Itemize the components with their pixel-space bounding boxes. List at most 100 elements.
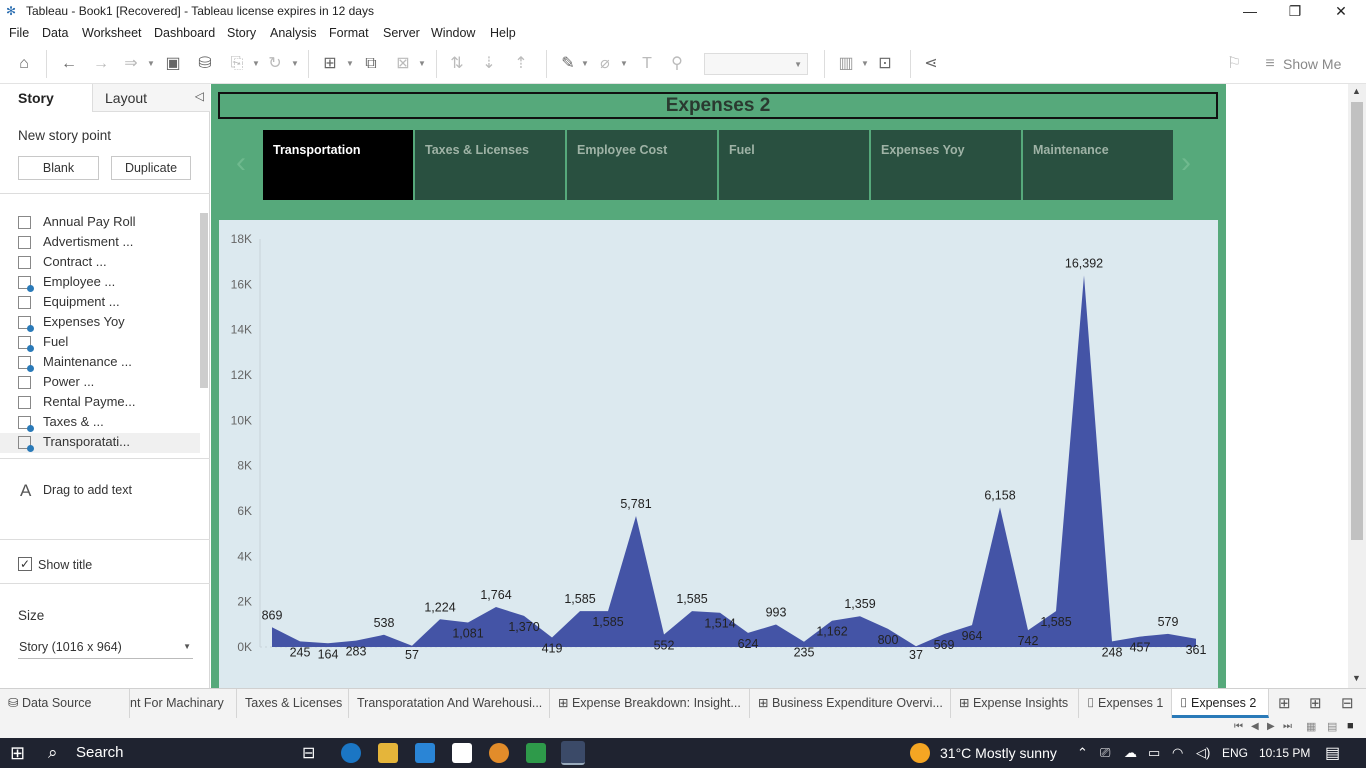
pin-icon[interactable]: ⚲ (671, 55, 683, 72)
chevron-down-icon[interactable]: ▼ (147, 59, 155, 68)
show-cards-icon[interactable]: ▥ (838, 55, 854, 72)
sheets-app-icon[interactable] (526, 743, 546, 763)
save-icon[interactable]: ▣ (165, 55, 181, 72)
tab-expenses-1[interactable]: ⌷ Expenses 1 (1079, 689, 1172, 718)
chevron-down-icon[interactable]: ▼ (861, 59, 869, 68)
duplicate-button[interactable]: Duplicate (111, 156, 191, 180)
undo-icon[interactable]: ← (61, 55, 77, 72)
sheet-item[interactable]: Power ... (18, 373, 198, 393)
home-icon[interactable]: ⌂ (19, 55, 29, 72)
fit-dropdown[interactable]: ▼ (704, 53, 808, 75)
tab-machinary[interactable]: nt For Machinary (130, 689, 237, 718)
show-me-button[interactable]: Show Me (1283, 56, 1342, 72)
onedrive-icon[interactable]: ☁ (1124, 745, 1137, 760)
task-view-icon[interactable]: ⊟ (302, 745, 316, 762)
notifications-icon[interactable]: ▤ (1325, 745, 1341, 762)
group-icon[interactable]: ⌀ (600, 55, 610, 72)
first-sheet-icon[interactable]: ⏮ (1234, 721, 1243, 732)
label-icon[interactable]: T (642, 55, 652, 72)
sheet-item[interactable]: Equipment ... (18, 293, 198, 313)
sheet-item[interactable]: Contract ... (18, 253, 198, 273)
sheet-item[interactable]: Fuel (18, 333, 198, 353)
sheet-item[interactable]: Expenses Yoy (18, 313, 198, 333)
store-icon[interactable] (415, 743, 435, 763)
drag-text-item[interactable]: Drag to add text (43, 483, 132, 497)
prev-sheet-icon[interactable]: ◀ (1251, 721, 1259, 732)
menu-window[interactable]: Window (431, 26, 476, 40)
new-worksheet-tab-icon[interactable]: ⊞ (1278, 695, 1291, 712)
tab-layout[interactable]: Layout ◁ (92, 84, 210, 112)
tableau-taskbar-icon[interactable] (561, 741, 585, 765)
chevron-down-icon[interactable]: ▼ (418, 59, 426, 68)
file-explorer-icon[interactable] (378, 743, 398, 763)
menu-data[interactable]: Data (42, 26, 69, 40)
tab-expenses-2[interactable]: ⌷ Expenses 2 (1172, 689, 1269, 718)
chevron-down-icon[interactable]: ▼ (581, 59, 589, 68)
scroll-up-icon[interactable]: ▲ (1352, 86, 1361, 96)
clock[interactable]: 10:15 PM (1259, 746, 1311, 760)
menu-analysis[interactable]: Analysis (270, 26, 317, 40)
tab-expense-breakdown[interactable]: ⊞ Expense Breakdown: Insight... (550, 689, 750, 718)
scrollbar-thumb[interactable] (1351, 102, 1363, 540)
sheet-item[interactable]: Advertisment ... (18, 233, 198, 253)
sheet-sorter-icon[interactable]: ▦ (1306, 721, 1317, 733)
tab-data-source[interactable]: ⛁ Data Source (0, 689, 130, 718)
tab-business-expenditure[interactable]: ⊞ Business Expenditure Overvi... (750, 689, 951, 718)
story-point-fuel[interactable]: Fuel (719, 130, 869, 200)
tab-transportation[interactable]: Transporatation And Warehousi... (349, 689, 550, 718)
story-point-maintenance[interactable]: Maintenance (1023, 130, 1173, 200)
sheet-item-selected[interactable]: Transporatati... (0, 433, 200, 453)
blank-button[interactable]: Blank (18, 156, 99, 180)
menu-worksheet[interactable]: Worksheet (82, 26, 142, 40)
show-me-icon[interactable]: ≡ (1265, 55, 1275, 72)
minimize-button[interactable]: — (1243, 3, 1257, 19)
meet-icon[interactable]: ⎚ (1100, 745, 1111, 760)
last-sheet-icon[interactable]: ⏭ (1283, 721, 1292, 732)
next-sheet-icon[interactable]: ▶ (1267, 721, 1275, 732)
sheet-item[interactable]: Employee ... (18, 273, 198, 293)
tabs-view-icon[interactable]: ■ (1347, 720, 1354, 732)
menu-server[interactable]: Server (383, 26, 420, 40)
tab-story[interactable]: Story (0, 84, 92, 112)
app-icon[interactable] (489, 743, 509, 763)
menu-story[interactable]: Story (227, 26, 257, 40)
presentation-mode-icon[interactable]: ⊡ (878, 55, 892, 72)
prev-story-point-arrow[interactable]: ‹ (236, 146, 246, 179)
sheet-item[interactable]: Taxes & ... (18, 413, 198, 433)
language-indicator[interactable]: ENG (1222, 746, 1249, 760)
close-button[interactable]: ✕ (1335, 3, 1347, 19)
tab-taxes-licenses[interactable]: Taxes & Licenses (237, 689, 349, 718)
sheet-item[interactable]: Rental Payme... (18, 393, 198, 413)
duplicate-sheet-icon[interactable]: ⧉ (365, 55, 377, 72)
filmstrip-icon[interactable]: ▤ (1327, 721, 1338, 733)
format-painter-icon[interactable]: ⚐ (1226, 55, 1242, 72)
windows-start-icon[interactable]: ⊞ (10, 743, 26, 763)
search-icon[interactable]: ⌕ (48, 743, 58, 762)
menu-help[interactable]: Help (490, 26, 516, 40)
tray-chevron-icon[interactable]: ⌃ (1077, 745, 1088, 760)
sheet-item[interactable]: Annual Pay Roll (18, 213, 198, 233)
vertical-scrollbar[interactable]: ▲ ▼ (1348, 84, 1366, 688)
refresh-icon[interactable]: ↻ (268, 55, 282, 72)
highlight-icon[interactable]: ✎ (561, 55, 575, 72)
mail-icon[interactable] (452, 743, 472, 763)
size-dropdown[interactable]: Story (1016 x 964) ▼ (18, 637, 193, 659)
volume-icon[interactable]: ◁) (1196, 745, 1211, 760)
chevron-down-icon[interactable]: ▼ (291, 59, 299, 68)
replay-icon[interactable]: ⇒ (124, 55, 138, 72)
menu-file[interactable]: File (9, 26, 30, 40)
weather-text[interactable]: 31°C Mostly sunny (940, 745, 1057, 761)
sheet-list-scrollbar[interactable] (200, 213, 208, 388)
next-story-point-arrow[interactable]: › (1181, 146, 1191, 179)
sheet-item[interactable]: Maintenance ... (18, 353, 198, 373)
tab-expense-insights[interactable]: ⊞ Expense Insights (951, 689, 1079, 718)
menu-format[interactable]: Format (329, 26, 369, 40)
menu-dashboard[interactable]: Dashboard (154, 26, 216, 40)
wifi-icon[interactable]: ◠ (1172, 745, 1184, 760)
chevron-down-icon[interactable]: ▼ (346, 59, 354, 68)
story-point-expenses-yoy[interactable]: Expenses Yoy (871, 130, 1021, 200)
chevron-down-icon[interactable]: ▼ (252, 59, 260, 68)
taskbar-search[interactable]: Search (76, 744, 124, 761)
story-point-taxes-licenses[interactable]: Taxes & Licenses (415, 130, 565, 200)
paste-datasource-icon[interactable]: ⎘ (230, 55, 244, 72)
